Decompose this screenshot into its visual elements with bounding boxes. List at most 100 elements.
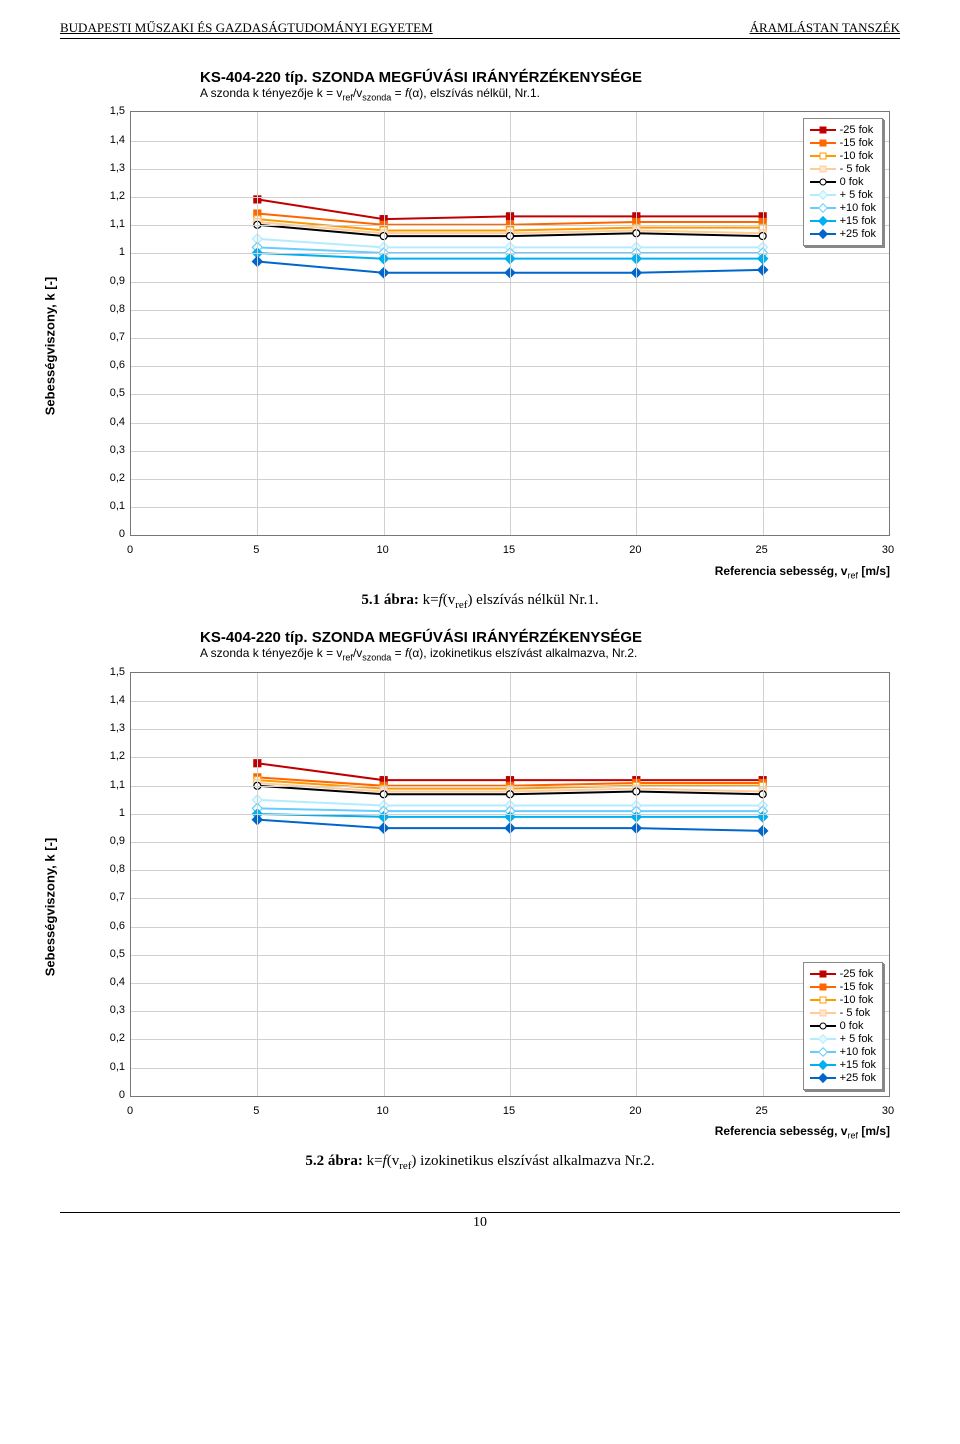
xtick: 0 xyxy=(127,1105,133,1117)
ytick: 0 xyxy=(95,1089,125,1101)
ytick: 1,4 xyxy=(95,134,125,146)
xtick: 15 xyxy=(503,544,515,556)
ytick: 0,4 xyxy=(95,976,125,988)
chart1-caption: 5.1 ábra: k=f(vref) elszívás nélkül Nr.1… xyxy=(60,592,900,611)
ytick: 1,5 xyxy=(95,666,125,678)
chart1-ylabel: Sebességviszony, k [-] xyxy=(43,277,58,415)
ytick: 0,4 xyxy=(95,416,125,428)
xtick: 5 xyxy=(253,1105,259,1117)
legend-label: - 5 fok xyxy=(840,1007,871,1019)
xtick: 25 xyxy=(756,1105,768,1117)
ytick: 1,3 xyxy=(95,722,125,734)
xtick: 10 xyxy=(377,544,389,556)
ytick: 1,4 xyxy=(95,694,125,706)
ytick: 0,5 xyxy=(95,948,125,960)
ytick: 0,2 xyxy=(95,1032,125,1044)
legend-item: -10 fok xyxy=(810,994,876,1006)
legend-label: + 5 fok xyxy=(840,189,873,201)
ytick: 1,5 xyxy=(95,105,125,117)
chart2-subtitle: A szonda k tényezője k = vref/vszonda = … xyxy=(200,646,900,662)
ytick: 1,3 xyxy=(95,162,125,174)
chart1-title: KS-404-220 típ. SZONDA MEGFÚVÁSI IRÁNYÉR… xyxy=(200,69,900,86)
chart2-xlabel: Referencia sebesség, vref [m/s] xyxy=(715,1124,890,1140)
ytick: 1,1 xyxy=(95,779,125,791)
xtick: 25 xyxy=(756,544,768,556)
xtick: 20 xyxy=(629,1105,641,1117)
legend-label: -25 fok xyxy=(840,968,874,980)
chart-1: KS-404-220 típ. SZONDA MEGFÚVÁSI IRÁNYÉR… xyxy=(60,69,900,611)
legend-label: -10 fok xyxy=(840,150,874,162)
legend-label: 0 fok xyxy=(840,1020,864,1032)
legend-item: -15 fok xyxy=(810,981,876,993)
chart2-plot-area: -25 fok-15 fok-10 fok- 5 fok 0 fok+ 5 fo… xyxy=(130,672,890,1097)
ytick: 0,6 xyxy=(95,920,125,932)
ytick: 1 xyxy=(95,246,125,258)
legend-item: 0 fok xyxy=(810,1020,876,1032)
chart1-xlabel: Referencia sebesség, vref [m/s] xyxy=(715,564,890,580)
ytick: 0,3 xyxy=(95,1004,125,1016)
legend-label: 0 fok xyxy=(840,176,864,188)
header-left: BUDAPESTI MŰSZAKI ÉS GAZDASÁGTUDOMÁNYI E… xyxy=(60,20,433,36)
chart1-subtitle: A szonda k tényezője k = vref/vszonda = … xyxy=(200,86,900,102)
ytick: 0,7 xyxy=(95,331,125,343)
legend-label: - 5 fok xyxy=(840,163,871,175)
xtick: 20 xyxy=(629,544,641,556)
legend-item: - 5 fok xyxy=(810,163,876,175)
xtick: 0 xyxy=(127,544,133,556)
legend-item: - 5 fok xyxy=(810,1007,876,1019)
ytick: 1,1 xyxy=(95,218,125,230)
legend-item: +25 fok xyxy=(810,228,876,240)
legend-item: +10 fok xyxy=(810,202,876,214)
page-number: 10 xyxy=(60,1215,900,1231)
legend: -25 fok-15 fok-10 fok- 5 fok 0 fok+ 5 fo… xyxy=(803,118,883,246)
legend-item: -15 fok xyxy=(810,137,876,149)
legend-label: -25 fok xyxy=(840,124,874,136)
legend-label: +15 fok xyxy=(840,215,876,227)
ytick: 0,3 xyxy=(95,444,125,456)
legend-item: +25 fok xyxy=(810,1072,876,1084)
legend-item: -25 fok xyxy=(810,124,876,136)
legend-item: +15 fok xyxy=(810,215,876,227)
legend-item: +15 fok xyxy=(810,1059,876,1071)
ytick: 1,2 xyxy=(95,750,125,762)
legend-label: -10 fok xyxy=(840,994,874,1006)
legend-label: +10 fok xyxy=(840,1046,876,1058)
legend-item: + 5 fok xyxy=(810,189,876,201)
ytick: 0,1 xyxy=(95,1061,125,1073)
ytick: 1 xyxy=(95,807,125,819)
legend-label: +15 fok xyxy=(840,1059,876,1071)
xtick: 15 xyxy=(503,1105,515,1117)
ytick: 1,2 xyxy=(95,190,125,202)
legend-item: +10 fok xyxy=(810,1046,876,1058)
ytick: 0,8 xyxy=(95,863,125,875)
legend: -25 fok-15 fok-10 fok- 5 fok 0 fok+ 5 fo… xyxy=(803,962,883,1090)
chart2-ylabel: Sebességviszony, k [-] xyxy=(43,838,58,976)
page-header: BUDAPESTI MŰSZAKI ÉS GAZDASÁGTUDOMÁNYI E… xyxy=(60,20,900,39)
header-right: ÁRAMLÁSTAN TANSZÉK xyxy=(750,20,900,36)
ytick: 0,9 xyxy=(95,275,125,287)
legend-label: +25 fok xyxy=(840,228,876,240)
chart-2: KS-404-220 típ. SZONDA MEGFÚVÁSI IRÁNYÉR… xyxy=(60,629,900,1171)
ytick: 0,8 xyxy=(95,303,125,315)
legend-item: + 5 fok xyxy=(810,1033,876,1045)
footer-rule xyxy=(60,1212,900,1213)
ytick: 0 xyxy=(95,528,125,540)
xtick: 10 xyxy=(377,1105,389,1117)
legend-item: -25 fok xyxy=(810,968,876,980)
chart2-title: KS-404-220 típ. SZONDA MEGFÚVÁSI IRÁNYÉR… xyxy=(200,629,900,646)
legend-item: 0 fok xyxy=(810,176,876,188)
legend-label: -15 fok xyxy=(840,981,874,993)
ytick: 0,1 xyxy=(95,500,125,512)
legend-item: -10 fok xyxy=(810,150,876,162)
ytick: 0,6 xyxy=(95,359,125,371)
xtick: 30 xyxy=(882,544,894,556)
ytick: 0,7 xyxy=(95,891,125,903)
xtick: 30 xyxy=(882,1105,894,1117)
xtick: 5 xyxy=(253,544,259,556)
legend-label: +10 fok xyxy=(840,202,876,214)
legend-label: + 5 fok xyxy=(840,1033,873,1045)
legend-label: +25 fok xyxy=(840,1072,876,1084)
ytick: 0,9 xyxy=(95,835,125,847)
ytick: 0,2 xyxy=(95,472,125,484)
chart1-plot-area: -25 fok-15 fok-10 fok- 5 fok 0 fok+ 5 fo… xyxy=(130,111,890,536)
